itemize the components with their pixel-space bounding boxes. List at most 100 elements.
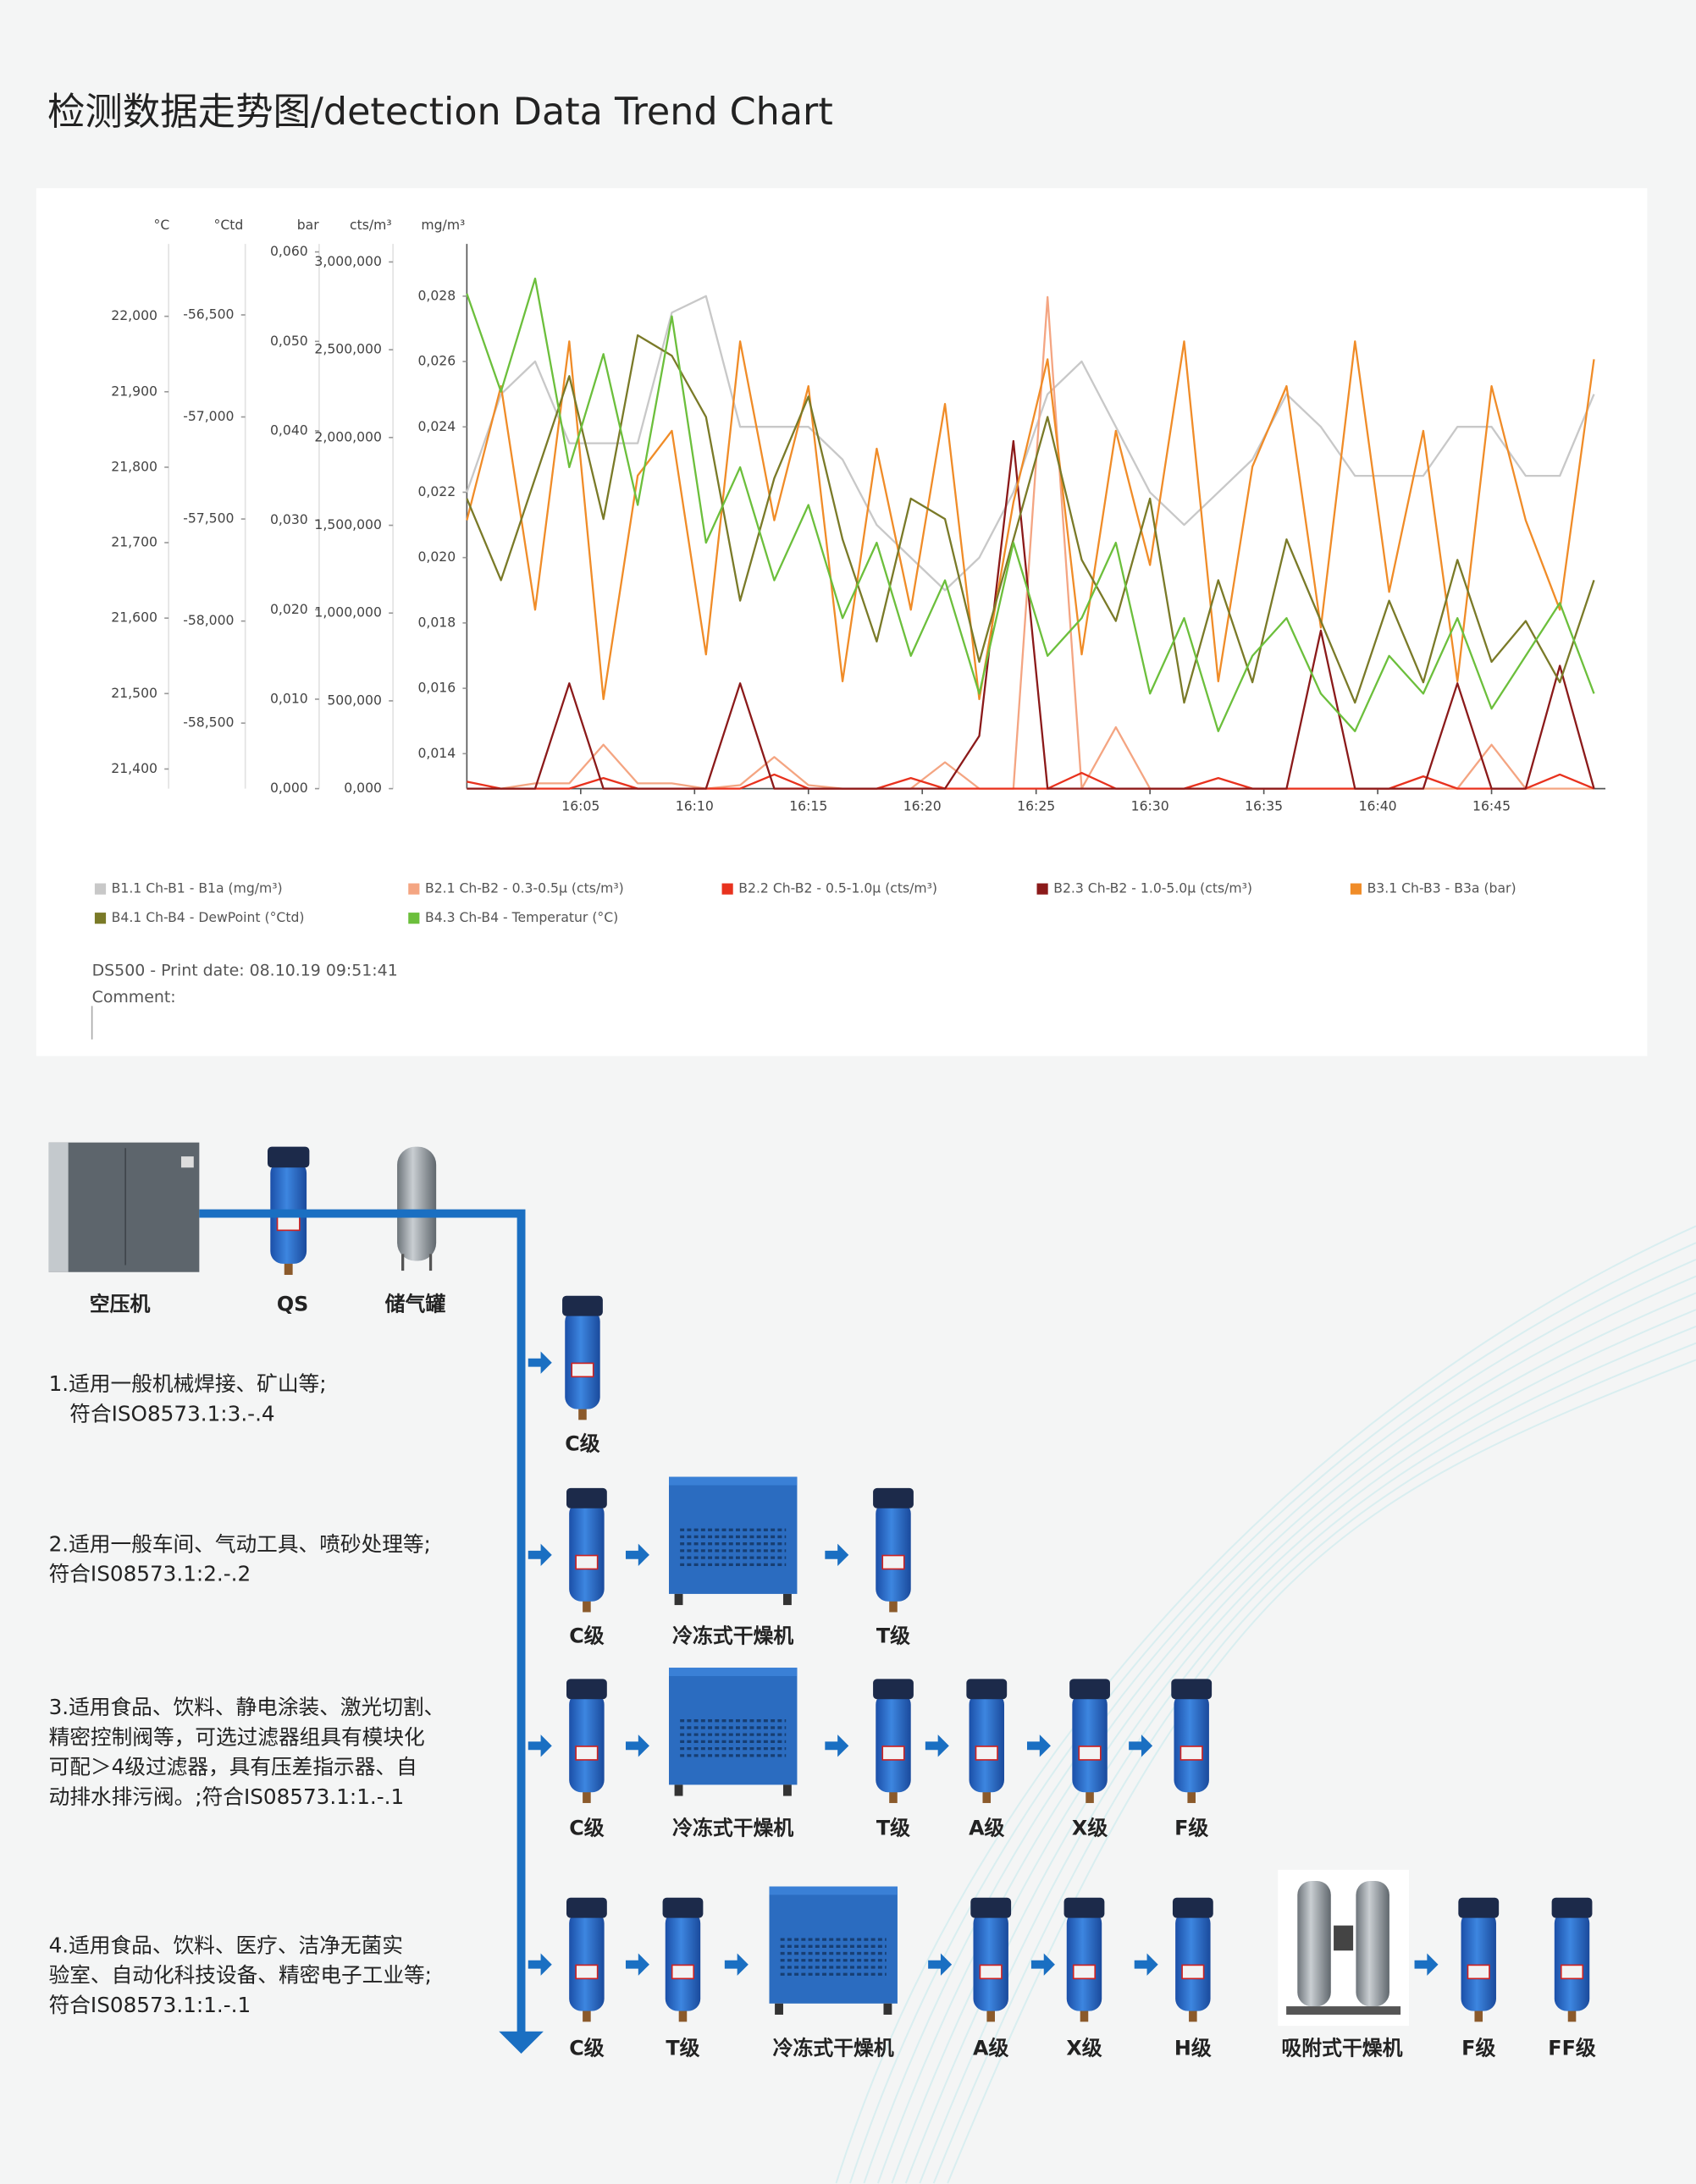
adsorb-panel [1334, 1925, 1354, 1951]
filter-icon [1063, 1897, 1105, 2022]
flow-arrow [825, 1543, 849, 1567]
filter-cap [1171, 1679, 1213, 1700]
air-compressor-icon [48, 1142, 200, 1272]
equipment-label: T级 [666, 2037, 699, 2060]
filter-body [1461, 1911, 1496, 2011]
filter-body [665, 1911, 701, 2011]
y-tick-label: 21,900 [111, 383, 157, 399]
dryer-leg [775, 2003, 783, 2015]
refrigerated-dryer-icon [769, 1886, 898, 2015]
footer-text: DS500 - Print date: 08.10.19 09:51:41 [92, 962, 398, 980]
application-text: 符合IS08573.1:2.-.2 [49, 1562, 251, 1586]
filter-body [569, 1692, 605, 1793]
filter-icon [268, 1146, 310, 1276]
series-line [466, 295, 1595, 592]
refrigerated-dryer-icon [669, 1476, 798, 1606]
filter-tag [575, 1746, 599, 1761]
flow-arrow [928, 1953, 953, 1976]
filter-body [1174, 1692, 1209, 1793]
equipment-label: X级 [1066, 2037, 1102, 2060]
page-title: 检测数据走势图/detection Data Trend Chart [47, 91, 833, 134]
bg-swirl [932, 1342, 1696, 2184]
dryer-leg [782, 1593, 792, 1606]
filter-body [876, 1692, 911, 1793]
filter-tag [1078, 1746, 1102, 1761]
adsorption-dryer-icon [1278, 1869, 1409, 2027]
legend-label: B3.1 Ch-B3 - B3a (bar) [1367, 880, 1516, 896]
x-tick-label: 16:35 [1245, 798, 1283, 814]
equipment-label: A级 [969, 1817, 1004, 1840]
filter-tag [1560, 1964, 1584, 1980]
y-tick-label: -57,000 [183, 408, 234, 424]
legend-swatch [408, 883, 420, 895]
equipment-label: C级 [569, 1817, 605, 1840]
equipment-label: C级 [569, 1624, 605, 1647]
flow-arrow [625, 1953, 649, 1976]
application-text: 3.适用食品、饮料、静电涂装、激光切割、 [49, 1695, 445, 1719]
legend-label: B2.1 Ch-B2 - 0.3-0.5µ (cts/m³) [425, 880, 624, 896]
y-tick-label: -58,500 [183, 714, 234, 731]
flow-arrow [625, 1543, 649, 1567]
bg-swirl [863, 1259, 1696, 2184]
filter-cap [873, 1487, 914, 1508]
filter-cap [268, 1146, 310, 1168]
flow-arrow [528, 1351, 552, 1374]
flow-arrow [1134, 1953, 1158, 1976]
legend-label: B2.2 Ch-B2 - 0.5-1.0µ (cts/m³) [738, 880, 937, 896]
main-pipe [199, 1209, 526, 2038]
y-axis-unit: mg/m³ [421, 217, 465, 233]
legend-swatch [1036, 883, 1048, 895]
series-line [466, 340, 1595, 701]
flow-arrow [625, 1735, 649, 1757]
legend-swatch [721, 883, 733, 895]
flow-arrow [1026, 1735, 1051, 1757]
y-tick-label: 22,000 [111, 307, 157, 323]
filter-icon [970, 1897, 1012, 2022]
equipment-label: 冷冻式干燥机 [672, 1624, 793, 1647]
filter-cap [1172, 1897, 1213, 1918]
equipment-label: F级 [1174, 1817, 1208, 1840]
filter-drain [284, 1258, 293, 1276]
filter-drain [583, 1786, 591, 1803]
flow-arrow [528, 1953, 552, 1976]
y-tick-label: 1,500,000 [314, 516, 382, 532]
bg-swirl [835, 1225, 1696, 2184]
flow-arrow [724, 1953, 749, 1976]
y-tick-label: 0,024 [417, 418, 456, 434]
footer-text: Comment: [92, 988, 176, 1007]
filter-icon [1171, 1679, 1213, 1803]
y-tick-label: 0,040 [270, 422, 308, 438]
x-tick-label: 16:40 [1359, 798, 1397, 814]
y-tick-label: 0,030 [270, 511, 308, 527]
dryer-top [669, 1476, 798, 1486]
dryer-top [769, 1886, 898, 1895]
y-tick-label: -56,500 [183, 306, 234, 322]
y-tick-label: 21,400 [111, 760, 157, 776]
air-tank-icon [397, 1146, 437, 1271]
compressor-body [48, 1142, 200, 1272]
y-tick-label: 0,000 [270, 780, 308, 796]
application-text: 符合ISO8573.1:3.-.4 [69, 1401, 274, 1426]
filter-body [876, 1501, 911, 1602]
y-tick-label: -58,000 [183, 612, 234, 628]
filter-drain [986, 2005, 995, 2022]
filter-cap [1551, 1897, 1593, 1918]
tank-body [397, 1146, 437, 1261]
bg-swirl [919, 1325, 1696, 2184]
filter-drain [583, 2005, 591, 2022]
filter-body [569, 1911, 605, 2011]
filter-tag [1179, 1746, 1203, 1761]
equipment-label: C级 [569, 2037, 605, 2060]
refrigerated-dryer-icon [669, 1668, 798, 1796]
filter-tag [671, 1964, 695, 1980]
y-tick-label: 21,700 [111, 534, 157, 550]
y-tick-label: 0,060 [270, 243, 308, 259]
flow-arrow [1414, 1953, 1439, 1976]
equipment-label: A级 [973, 2037, 1008, 2060]
application-text: 符合IS08573.1:1.-.1 [49, 1993, 251, 2017]
flow-arrow [1030, 1953, 1055, 1976]
series-line [466, 334, 1595, 704]
filter-drain [982, 1786, 992, 1803]
filter-tag [881, 1746, 905, 1761]
filter-body [969, 1692, 1004, 1793]
